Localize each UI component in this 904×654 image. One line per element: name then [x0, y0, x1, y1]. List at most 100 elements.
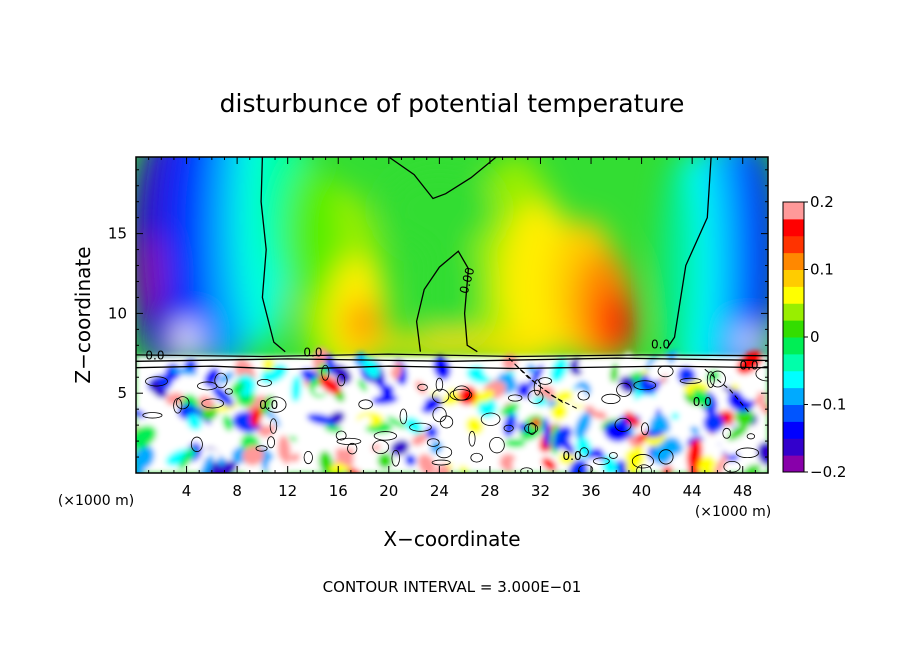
contour-line — [347, 442, 358, 455]
field-blob — [584, 405, 608, 420]
contour-line — [631, 454, 654, 469]
field-blob — [362, 356, 380, 378]
field-blob — [515, 396, 540, 416]
field-blob — [408, 388, 425, 408]
contour-line — [426, 438, 440, 447]
contour-label: 0.0 — [739, 358, 758, 372]
field-blob — [502, 354, 518, 371]
contour-line — [175, 396, 190, 410]
colorbar-segment — [783, 370, 804, 389]
field-blob — [377, 452, 393, 469]
contour-line — [636, 464, 652, 473]
y-tick-label: 15 — [108, 225, 127, 243]
contour-line — [409, 422, 432, 432]
field-blob — [553, 426, 572, 445]
contour-line — [415, 250, 478, 353]
field-blob — [604, 421, 630, 442]
contour-line — [579, 447, 589, 458]
field-blob — [404, 454, 417, 467]
field-blob — [287, 401, 303, 416]
contour-line — [303, 450, 313, 465]
contour-line — [267, 436, 275, 449]
field-blob — [306, 413, 335, 426]
field-blob — [384, 169, 495, 250]
contour-line — [321, 364, 330, 381]
field-blob — [458, 442, 473, 466]
contour-line — [337, 373, 346, 387]
contour-line-negative — [514, 364, 564, 404]
contour-line — [373, 431, 397, 441]
contour-label: 0.0 — [563, 449, 582, 463]
lower-field — [136, 347, 768, 473]
upper-field — [136, 157, 768, 388]
field-blob — [420, 396, 442, 414]
contour-line — [224, 388, 233, 395]
field-blob — [614, 460, 630, 473]
contour-line — [735, 447, 760, 459]
contour-line — [709, 370, 726, 388]
contour-line — [449, 389, 473, 401]
field-blob — [345, 467, 363, 473]
field-blob — [736, 351, 763, 375]
field-blob — [267, 457, 288, 473]
colorbar-tick-label: 0 — [810, 328, 820, 346]
contour-line — [706, 371, 715, 388]
colorbar-tick-label: −0.2 — [810, 463, 846, 481]
x-tick-label: 12 — [278, 482, 297, 500]
colorbar-segment — [783, 387, 804, 406]
field-blob — [500, 402, 520, 416]
x-unit-right: (×1000 m) — [695, 504, 771, 520]
colorbar-tick-label: 0.1 — [810, 261, 834, 279]
contour-label: 0.0 — [145, 349, 164, 363]
field-blob — [550, 357, 568, 383]
field-blob — [612, 311, 633, 348]
contour-line — [641, 422, 649, 436]
field-blob — [371, 444, 381, 452]
colorbar-segment — [783, 404, 804, 422]
field-blob — [687, 456, 700, 473]
contour-lines — [136, 157, 768, 473]
contour-line — [633, 380, 657, 391]
field-blob — [703, 412, 724, 434]
contour-line — [480, 412, 501, 426]
contour-line — [679, 377, 702, 384]
field-blob — [661, 157, 698, 376]
field-blob — [541, 457, 557, 471]
field-blob — [532, 395, 548, 407]
field-blob — [677, 366, 696, 386]
contour-line — [388, 157, 497, 200]
field-blob — [216, 456, 227, 466]
contour-line — [657, 365, 674, 378]
contour-line — [372, 440, 390, 455]
y-tick-label: 10 — [108, 304, 127, 322]
field-blob — [734, 407, 755, 427]
x-tick-label: 44 — [683, 482, 702, 500]
field-blob — [477, 389, 495, 403]
contour-line — [264, 396, 287, 413]
field-blob — [671, 412, 680, 421]
field-blob — [250, 407, 262, 428]
y-axis-ticks: 5 10 15 — [108, 169, 768, 458]
colorbar-tick-label: −0.1 — [810, 396, 846, 414]
field-blob — [689, 426, 700, 435]
field-blob — [465, 417, 484, 435]
field-blob — [165, 392, 184, 406]
x-axis-label: X−coordinate — [383, 527, 520, 551]
field-blob — [564, 381, 571, 390]
colorbar-segment — [783, 202, 804, 220]
x-tick-label: 4 — [182, 482, 192, 500]
field-blob — [342, 333, 562, 358]
contour-line — [608, 452, 618, 459]
contour-line — [507, 394, 523, 402]
x-tick-label: 40 — [632, 482, 651, 500]
field-blob — [208, 460, 238, 473]
field-blob — [575, 435, 592, 459]
contour-line — [142, 412, 163, 419]
contour-line — [524, 423, 539, 434]
field-blob — [390, 440, 410, 456]
field-blob — [136, 425, 157, 450]
contour-line — [666, 157, 712, 349]
contour-line — [336, 437, 362, 445]
x-tick-label: 24 — [430, 482, 449, 500]
